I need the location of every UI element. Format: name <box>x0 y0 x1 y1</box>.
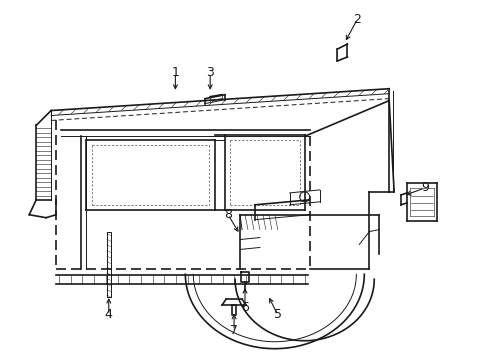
Text: 1: 1 <box>171 66 179 79</box>
Text: 3: 3 <box>206 66 214 79</box>
Text: 2: 2 <box>353 13 361 26</box>
Text: 7: 7 <box>229 324 238 337</box>
Text: 5: 5 <box>273 309 281 321</box>
Text: 4: 4 <box>104 309 112 321</box>
Text: 6: 6 <box>241 301 248 314</box>
Text: 8: 8 <box>224 208 232 221</box>
Text: 9: 9 <box>420 181 428 194</box>
